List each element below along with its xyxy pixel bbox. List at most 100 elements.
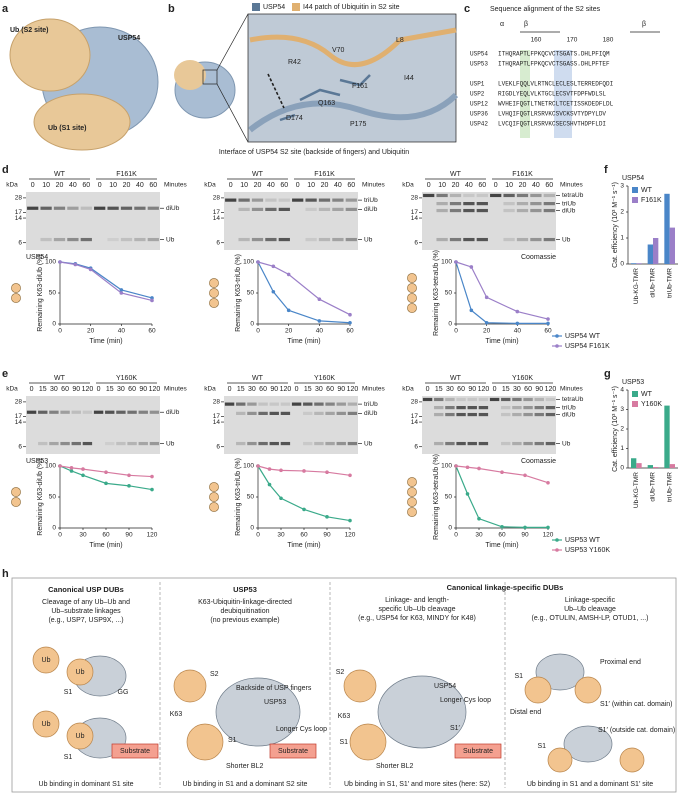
legend-marker bbox=[555, 548, 559, 552]
gel-band bbox=[305, 207, 317, 211]
ub-cartoon bbox=[349, 723, 387, 761]
x-axis-label: Time (min) bbox=[287, 542, 320, 549]
gel-band bbox=[134, 237, 146, 242]
gel-band bbox=[292, 198, 304, 202]
bar bbox=[647, 244, 653, 264]
x-tick-label: 0 bbox=[256, 328, 260, 335]
data-point bbox=[127, 473, 131, 478]
cartoon-label: S1 bbox=[228, 737, 237, 744]
line-series bbox=[257, 465, 351, 522]
gel-band bbox=[278, 207, 290, 211]
gel-band bbox=[224, 402, 235, 406]
gel-band bbox=[503, 237, 515, 242]
cartoon-label: K63 bbox=[338, 713, 351, 720]
gel-band bbox=[512, 412, 522, 417]
gel-band bbox=[280, 402, 291, 406]
x-tick-label: 60 bbox=[498, 532, 506, 539]
band-label: tetraUb bbox=[562, 396, 584, 403]
panel-letter: a bbox=[2, 3, 9, 15]
x-tick-label: 20 bbox=[483, 328, 491, 335]
y-tick-label: 0 bbox=[52, 321, 56, 328]
gel-band bbox=[436, 193, 448, 198]
residue-label: Q163 bbox=[318, 100, 335, 107]
zoom-box-small bbox=[202, 69, 218, 85]
legend-label: WT bbox=[641, 391, 653, 398]
kda-marker: 28 bbox=[15, 399, 23, 406]
highlight bbox=[520, 50, 530, 138]
usp54-backbone bbox=[248, 92, 459, 133]
gel-band bbox=[105, 441, 115, 446]
bar bbox=[631, 458, 637, 468]
lane-label: 60 bbox=[545, 182, 553, 189]
box-footer: Ub binding in S1 and a dominant S2 site bbox=[183, 781, 308, 788]
cartoon-label: S2 bbox=[210, 671, 219, 678]
lane-label: 15 bbox=[106, 386, 114, 393]
gel-band bbox=[138, 441, 148, 446]
gel-band bbox=[318, 207, 331, 211]
gel-band bbox=[303, 441, 313, 446]
lane-label: 15 bbox=[237, 386, 245, 393]
y-tick-label: 0 bbox=[620, 261, 624, 268]
x-axis-label: Time (min) bbox=[485, 542, 518, 549]
ub-cartoon bbox=[66, 658, 94, 686]
gel-band bbox=[49, 410, 59, 414]
secondary-structure: β bbox=[642, 21, 646, 28]
lane-label: 120 bbox=[82, 386, 94, 393]
kda-marker: 14 bbox=[213, 215, 221, 222]
gel-band bbox=[516, 193, 529, 198]
box-subtitle: Linkage-specific bbox=[565, 597, 616, 604]
gel-band bbox=[512, 406, 522, 410]
cartoon-label: Substrate bbox=[120, 748, 150, 755]
gel-band bbox=[463, 237, 475, 242]
x-tick-label: 60 bbox=[346, 328, 354, 335]
y-tick-label: 100 bbox=[243, 463, 254, 470]
sequence: WVHEIFQGTLTNETRCLTCETISSKDEDFLDL bbox=[498, 101, 614, 108]
cartoon-label: S1′ (outside cat. domain) bbox=[598, 727, 675, 734]
gel-band bbox=[67, 237, 79, 242]
kda-marker: 6 bbox=[216, 443, 220, 450]
gel-band bbox=[436, 208, 448, 213]
bar bbox=[664, 193, 670, 264]
gel-band bbox=[434, 397, 444, 402]
kda-label: kDa bbox=[6, 182, 18, 189]
kda-marker: 17 bbox=[411, 209, 419, 216]
lane-label: 90 bbox=[72, 386, 80, 393]
gel-band bbox=[523, 397, 533, 402]
gel-band bbox=[116, 441, 126, 446]
ub-icon bbox=[11, 497, 21, 507]
data-point bbox=[348, 518, 352, 523]
ub-icon bbox=[209, 278, 219, 288]
data-point bbox=[69, 469, 74, 473]
x-tick-label: 60 bbox=[544, 328, 552, 335]
legend-swatch bbox=[632, 401, 638, 407]
lane-label: 15 bbox=[39, 386, 47, 393]
lane-label: 40 bbox=[334, 182, 342, 189]
panel-letter: f bbox=[604, 164, 608, 176]
gel-note: Coomassie bbox=[521, 458, 556, 465]
gel-band bbox=[476, 208, 488, 213]
kda-marker: 14 bbox=[213, 419, 221, 426]
lane-label: 60 bbox=[149, 182, 157, 189]
chart-title: USP54 bbox=[622, 175, 644, 182]
sequence-name: USP1 bbox=[470, 81, 485, 88]
gel-band bbox=[40, 237, 52, 242]
lane-label: 40 bbox=[267, 182, 275, 189]
gel-band bbox=[305, 237, 317, 242]
kda-marker: 28 bbox=[213, 195, 221, 202]
lane-label: 90 bbox=[535, 386, 543, 393]
box-footer: Ub binding in S1 and a dominant S1′ site bbox=[527, 781, 653, 788]
data-point bbox=[546, 317, 550, 321]
ub-surface bbox=[9, 18, 91, 92]
lane-label: 90 bbox=[468, 386, 476, 393]
ub-icon bbox=[209, 492, 219, 502]
cartoon-label: S1 bbox=[64, 689, 73, 696]
gel-band bbox=[127, 441, 137, 446]
ub-cartoon bbox=[186, 723, 224, 761]
data-point bbox=[454, 464, 458, 468]
gel-band bbox=[543, 208, 555, 213]
gel-band bbox=[543, 202, 555, 206]
legend-swatch bbox=[632, 187, 638, 193]
gel-band bbox=[422, 397, 433, 402]
structure-label: Ub (S1 site) bbox=[48, 125, 87, 132]
gel-band bbox=[530, 193, 542, 198]
